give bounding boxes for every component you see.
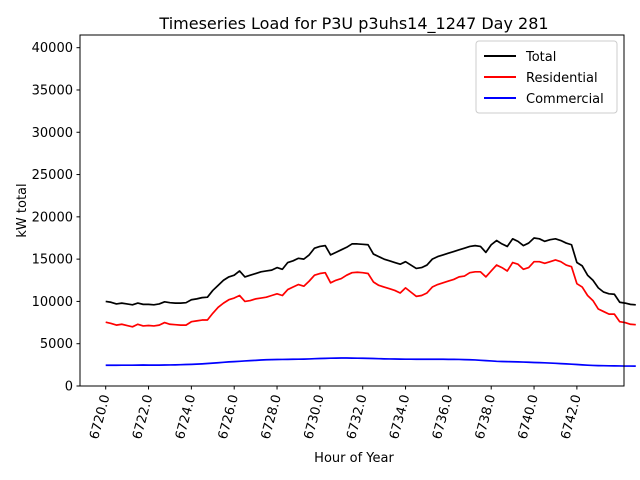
x-tick-label: 6740.0 — [516, 393, 542, 441]
chart-title: Timeseries Load for P3U p3uhs14_1247 Day… — [158, 14, 548, 34]
y-tick-label: 0 — [65, 380, 73, 395]
y-tick-label: 25000 — [32, 168, 73, 183]
series-layer — [105, 237, 636, 367]
x-tick-label: 6738.0 — [473, 393, 499, 441]
legend-frame — [475, 40, 618, 114]
plot-frame — [79, 34, 625, 387]
y-tick-label: 35000 — [32, 83, 73, 98]
x-tick-label: 6728.0 — [259, 393, 285, 441]
x-tick-label: 6724.0 — [173, 393, 199, 441]
series-line-residential — [105, 259, 636, 328]
y-tick-label: 20000 — [32, 210, 73, 225]
x-tick-label: 6726.0 — [216, 393, 242, 441]
x-tick-label: 6736.0 — [430, 393, 456, 441]
legend-label-residential: Residential — [526, 71, 598, 86]
legend-label-commercial: Commercial — [526, 92, 604, 107]
y-axis-title: kW total — [15, 183, 30, 237]
legend-label-total: Total — [525, 50, 556, 65]
y-tick-label: 30000 — [32, 126, 73, 141]
x-tick-label: 6742.0 — [558, 393, 584, 441]
x-tick-label: 6722.0 — [130, 393, 156, 441]
y-tick-label: 15000 — [32, 253, 73, 268]
x-tick-label: 6732.0 — [344, 393, 370, 441]
x-tick-label: 6734.0 — [387, 393, 413, 441]
series-line-commercial — [105, 357, 636, 367]
y-tick-label: 5000 — [40, 337, 73, 352]
x-tick-label: 6730.0 — [301, 393, 327, 441]
legend: Total Residential Commercial — [475, 40, 618, 114]
y-tick-label: 10000 — [32, 295, 73, 310]
y-tick-label: 40000 — [32, 41, 73, 56]
series-line-total — [105, 237, 636, 306]
x-tick-label: 6720.0 — [87, 393, 113, 441]
x-axis-title: Hour of Year — [314, 451, 394, 466]
